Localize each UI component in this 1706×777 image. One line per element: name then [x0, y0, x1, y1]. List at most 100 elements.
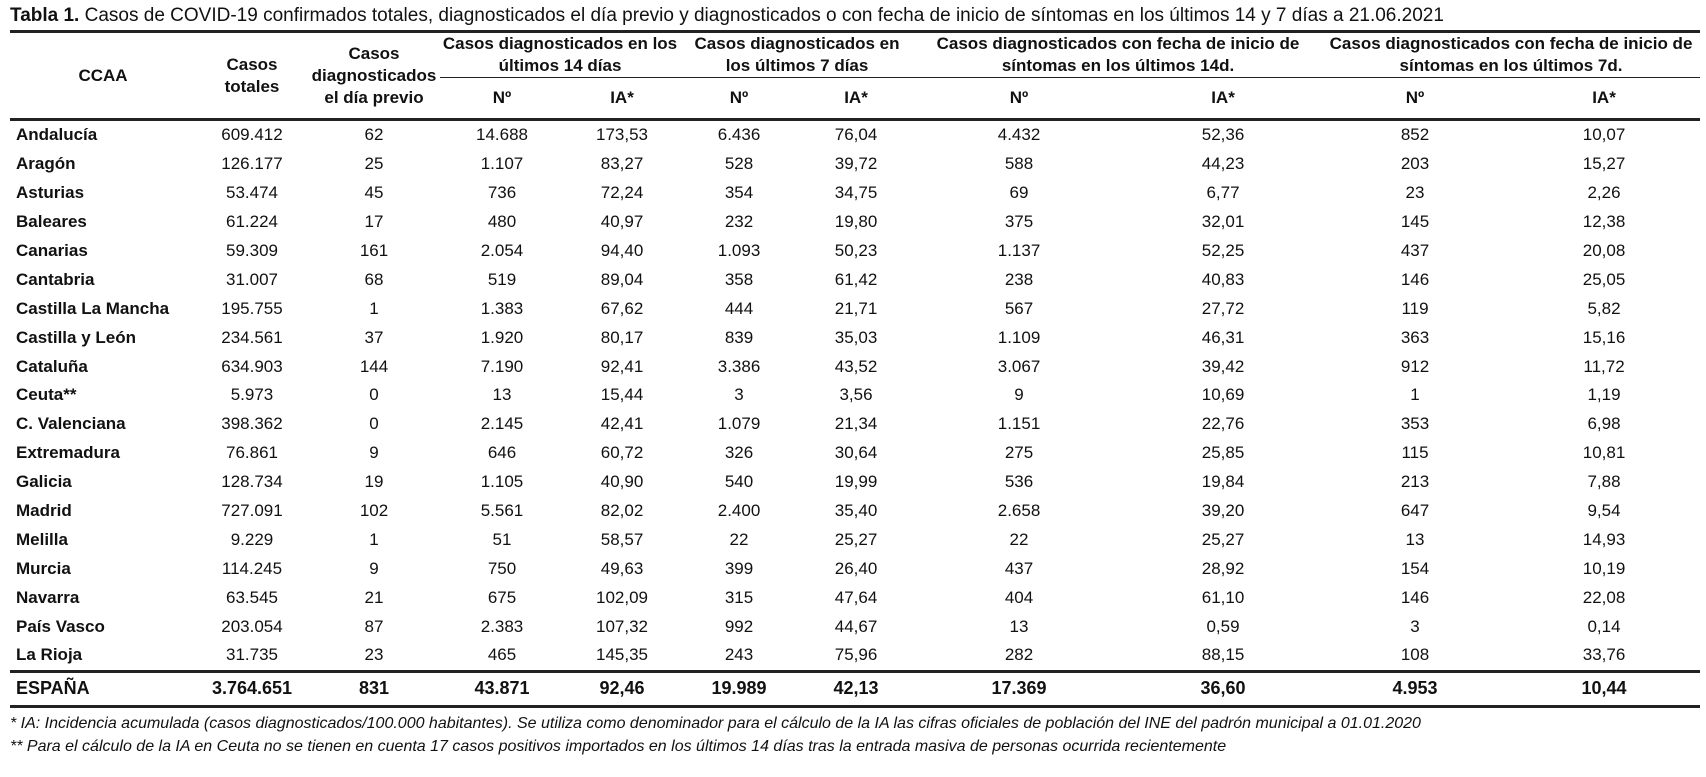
- table-cell: 26,40: [834, 558, 878, 578]
- table-cell: 5.973: [230, 385, 274, 405]
- table-cell: 11,72: [1583, 356, 1625, 376]
- total-cell: 42,13: [798, 669, 915, 708]
- table-cell: 1.079: [717, 414, 761, 434]
- table-row: Cataluña 634.903 144 7.190 92,41 3.386 43,52 3.…: [10, 352, 1700, 381]
- table-row: La Rioja 31.735 23 465 145,35 243 75,96 282 88,1…: [10, 641, 1700, 671]
- table-cell: 80,17: [600, 327, 644, 347]
- table-cell: 480: [487, 212, 517, 232]
- total-cell: 36,60: [1124, 669, 1323, 708]
- table-row: Murcia 114.245 9 750 49,63 399 26,40 437 28,92 15…: [10, 554, 1700, 583]
- total-cell: 10,44: [1508, 669, 1701, 708]
- total-cell: 92,46: [564, 669, 681, 708]
- table-cell: 52,36: [1201, 125, 1245, 145]
- table-cell: 72,24: [600, 183, 644, 203]
- table-body: Andalucía 609.412 62 14.688 173,53 6.436 76,04…: [10, 120, 1700, 672]
- table-cell: 35,03: [834, 327, 878, 347]
- covid-cases-table: CCAA Casos totales Casos diagnosticados …: [10, 30, 1701, 708]
- table-row: Baleares 61.224 17 480 40,97 232 19,80 375 32,01…: [10, 208, 1700, 237]
- table-cell: 203.054: [221, 616, 283, 636]
- table-cell: 1.151: [997, 414, 1041, 434]
- table-cell: 1: [1410, 385, 1420, 405]
- table-cell: 275: [1004, 443, 1034, 463]
- table-cell: 243: [724, 645, 754, 665]
- table-row: Castilla La Mancha 195.755 1 1.383 67,62 444 2…: [10, 294, 1700, 323]
- table-cell: 353: [1400, 414, 1430, 434]
- table-cell: 519: [487, 269, 517, 289]
- table-cell: 19,99: [834, 472, 878, 492]
- table-cell: 146: [1400, 269, 1430, 289]
- table-cell: 398.362: [221, 414, 283, 434]
- table-cell: 528: [724, 154, 754, 174]
- header-ia: IA*: [1508, 77, 1701, 121]
- total-cell: 831: [308, 669, 440, 708]
- table-cell: 39,42: [1201, 356, 1245, 376]
- table-cell: 315: [724, 587, 754, 607]
- header-ia: IA*: [798, 77, 915, 121]
- table-cell: 736: [487, 183, 517, 203]
- table-cell: 47,64: [834, 587, 878, 607]
- table-cell: 6,77: [1206, 183, 1240, 203]
- table-cell: 912: [1400, 356, 1430, 376]
- table-cell: 6,98: [1587, 414, 1621, 434]
- table-cell: 19,80: [834, 212, 878, 232]
- table-cell: 13: [1009, 616, 1029, 636]
- table-row: Ceuta** 5.973 0 13 15,44 3 3,56 9 10,69 1 1,19: [10, 381, 1700, 410]
- ccaa-name: Castilla La Mancha: [16, 298, 170, 318]
- table-cell: 19,84: [1201, 472, 1245, 492]
- header-sint-7: Casos diagnosticados con fecha de inicio…: [1322, 30, 1701, 78]
- header-n: Nº: [440, 77, 564, 121]
- ccaa-name: Cantabria: [16, 269, 95, 289]
- table-cell: 14.688: [476, 125, 528, 145]
- table-cell: 12,38: [1582, 212, 1626, 232]
- ccaa-name: Canarias: [16, 241, 88, 260]
- table-cell: 2.145: [480, 414, 524, 434]
- table-cell: 839: [724, 327, 754, 347]
- header-diag-7: Casos diagnosticados en los últimos 7 dí…: [680, 30, 915, 78]
- table-cell: 76,04: [834, 125, 878, 145]
- total-label: ESPAÑA: [10, 669, 196, 708]
- table-cell: 15,44: [600, 385, 644, 405]
- table-cell: 727.091: [221, 501, 283, 521]
- table-cell: 53.474: [226, 183, 278, 203]
- table-cell: 107,32: [596, 616, 648, 636]
- table-cell: 21: [364, 587, 384, 607]
- table-cell: 2.658: [997, 501, 1041, 521]
- table-cell: 3: [734, 385, 744, 405]
- table-cell: 69: [1009, 183, 1029, 203]
- table-cell: 13: [1405, 529, 1425, 549]
- table-cell: 609.412: [221, 125, 283, 145]
- table-cell: 232: [724, 212, 754, 232]
- table-cell: 44,23: [1201, 154, 1245, 174]
- table-cell: 358: [724, 269, 754, 289]
- table-cell: 50,23: [834, 241, 878, 260]
- table-cell: 25,05: [1582, 269, 1626, 289]
- table-cell: 34,75: [834, 183, 878, 203]
- table-cell: 51: [492, 529, 512, 549]
- table-cell: 49,63: [600, 558, 644, 578]
- table-cell: 89,04: [600, 269, 644, 289]
- table-cell: 7.190: [480, 356, 524, 376]
- total-cell: 17.369: [914, 669, 1125, 708]
- ccaa-name: Andalucía: [16, 125, 98, 145]
- table-cell: 5,82: [1587, 298, 1621, 318]
- footnote-ceuta: ** Para el cálculo de la IA en Ceuta no …: [10, 737, 1227, 755]
- table-cell: 1.105: [480, 472, 524, 492]
- table-cell: 588: [1004, 154, 1034, 174]
- table-cell: 10,19: [1582, 558, 1626, 578]
- table-cell: 102: [359, 501, 389, 521]
- ccaa-name: Aragón: [16, 154, 76, 174]
- table-cell: 4.432: [997, 125, 1041, 145]
- table-cell: 115: [1401, 443, 1429, 463]
- table-cell: 9: [369, 558, 379, 578]
- header-n: Nº: [680, 77, 799, 121]
- table-row: Andalucía 609.412 62 14.688 173,53 6.436 76,04…: [10, 120, 1700, 150]
- table-cell: 354: [724, 183, 754, 203]
- header-ccaa: CCAA: [10, 30, 196, 121]
- table-cell: 32,01: [1201, 212, 1245, 232]
- ccaa-name: Melilla: [16, 529, 68, 549]
- table-cell: 437: [1400, 241, 1430, 260]
- table-cell: 282: [1004, 645, 1034, 665]
- table-cell: 238: [1004, 269, 1034, 289]
- footnotes: * IA: Incidencia acumulada (casos diagno…: [10, 712, 1700, 758]
- table-cell: 102,09: [596, 587, 648, 607]
